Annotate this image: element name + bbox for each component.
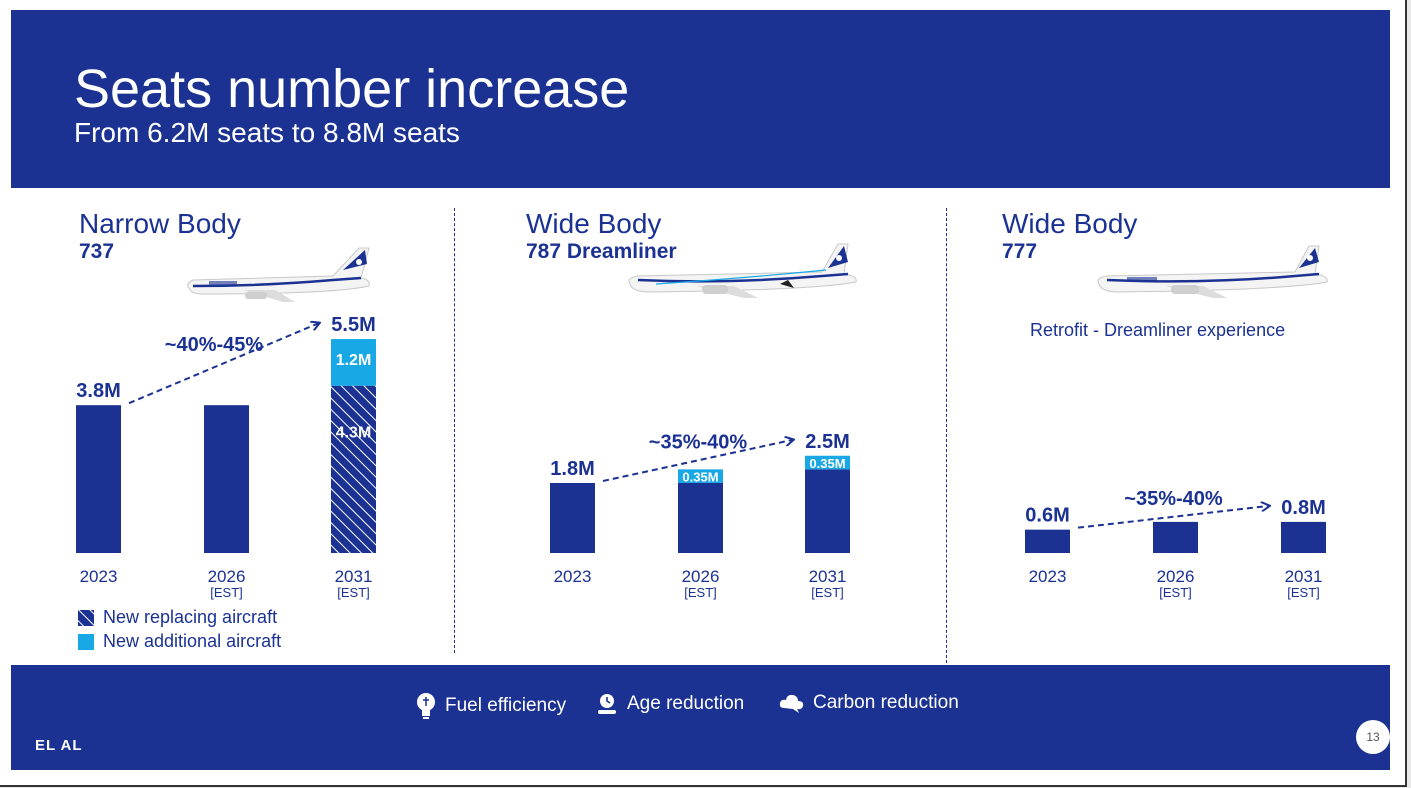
x-tick-note: [EST] [1287,585,1320,600]
charts-area: 2023 2026[EST]4.3M1.2M2031[EST]3.8M5.5M~4… [76,314,1326,600]
segment-label: 0.35M [682,469,718,484]
bar-fleet-seats [678,482,723,553]
clock-person-icon [598,694,616,714]
total-label: 5.5M [331,314,375,336]
section-subtitle-777: 777 [1002,240,1038,263]
total-label: 3.8M [76,380,120,402]
x-tick-label: 2031 [335,567,373,586]
section-title-wide-body-787: Wide Body [526,208,662,239]
benefit-age-reduction: Age reduction [595,692,744,716]
legend-label-additional: New additional aircraft [103,631,282,651]
retrofit-note: Retrofit - Dreamliner experience [1030,320,1286,340]
x-tick-note: [EST] [811,585,844,600]
bar-new-additional-aircraft [331,339,376,386]
x-tick-note: [EST] [337,585,370,600]
total-label: 0.6M [1025,505,1069,527]
airplane-777-image [1097,245,1328,298]
bar-new-additional-aircraft [678,469,723,483]
section-subtitle-737: 737 [79,240,115,263]
bar-fleet-seats [204,405,249,553]
section-title-narrow-body: Narrow Body [79,208,241,239]
benefit-carbon-reduction: Carbon reduction [779,692,959,714]
legend-label-replacing: New replacing aircraft [103,607,278,627]
section-subtitle-787: 787 Dreamliner [526,240,677,263]
section-divider [454,208,455,653]
bar-fleet-seats [76,405,121,553]
bar-new-replacing-aircraft [331,385,376,553]
legend-swatch-hatched [78,609,94,626]
legend-item-additional: New additional aircraft [78,631,281,652]
x-tick-label: 2023 [1029,567,1067,586]
section-divider [946,208,947,663]
section-title-wide-body-777: Wide Body [1002,208,1138,239]
x-tick-label: 2031 [1285,567,1323,586]
x-tick-label: 2023 [80,567,118,586]
growth-label: ~35%-40% [1124,488,1223,510]
bar-fleet-seats [1025,529,1070,553]
growth-label: ~40%-45% [165,334,264,356]
x-tick-note: [EST] [1159,585,1192,600]
x-tick-label: 2031 [809,567,847,586]
total-label: 0.8M [1281,497,1325,519]
cloud-icon [779,694,804,713]
legend-item-replacing: New replacing aircraft [78,607,277,628]
x-tick-note: [EST] [684,585,717,600]
footer-banner: Fuel efficiency Age reduction Carbon red… [11,665,1390,770]
page-subtitle: From 6.2M seats to 8.8M seats [74,117,460,148]
page-title: Seats number increase [74,59,630,119]
growth-arrow [1077,506,1269,529]
segment-label: 1.2M [336,352,372,369]
mouse-cursor-icon [780,280,794,288]
segment-label: 0.35M [809,456,845,471]
benefit-label: Age reduction [627,693,745,714]
growth-arrow [602,440,793,482]
segment-label: 4.3M [336,425,372,442]
bar-fleet-seats [1153,521,1198,553]
x-tick-label: 2026 [208,567,246,586]
bar-fleet-seats [805,469,850,553]
growth-arrow [128,323,319,405]
growth-label: ~35%-40% [649,431,748,453]
lightbulb-icon [417,693,435,719]
elal-logo: EL AL [35,737,83,754]
benefit-label: Fuel efficiency [445,695,567,716]
total-label: 1.8M [550,458,594,480]
x-tick-label: 2026 [1157,567,1195,586]
benefit-fuel-efficiency: Fuel efficiency [415,692,566,720]
bar-fleet-seats [550,482,595,553]
x-tick-label: 2026 [682,567,720,586]
header-banner: Seats number increase From 6.2M seats to… [11,10,1390,188]
x-tick-label: 2023 [554,567,592,586]
total-label: 2.5M [805,431,849,453]
airplane-737-image [187,247,370,302]
airplane-787-image [628,243,857,298]
x-tick-note: [EST] [210,585,243,600]
page-number: 13 [1356,720,1390,754]
bar-new-additional-aircraft [805,455,850,470]
bar-fleet-seats [1281,521,1326,553]
benefit-label: Carbon reduction [813,692,959,713]
legend-swatch-additional [78,633,94,650]
